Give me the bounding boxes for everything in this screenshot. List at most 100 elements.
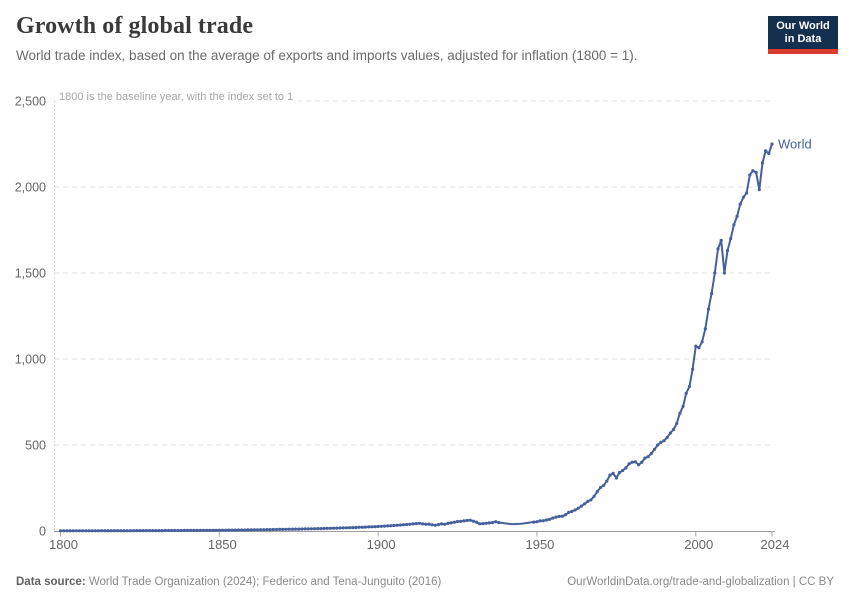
data-point-marker: [262, 528, 266, 532]
data-point-marker: [570, 509, 574, 513]
data-point-marker: [144, 529, 148, 533]
data-point-marker: [78, 529, 82, 533]
data-point-marker: [84, 529, 88, 533]
data-point-marker: [468, 518, 472, 522]
data-point-marker: [135, 529, 139, 533]
data-point-marker: [274, 527, 279, 532]
data-point-marker: [109, 529, 113, 533]
data-point-marker: [405, 522, 409, 527]
data-point-marker: [246, 528, 250, 532]
data-point-marker: [471, 519, 475, 523]
data-point-marker: [770, 142, 774, 146]
data-point-marker: [151, 529, 155, 533]
owid-logo[interactable]: Our World in Data: [768, 16, 838, 54]
data-point-marker: [640, 460, 644, 464]
data-point-marker: [671, 427, 676, 432]
data-point-marker: [278, 527, 282, 532]
data-point-marker: [598, 485, 603, 490]
data-point-marker: [614, 476, 619, 480]
data-point-marker: [303, 527, 307, 531]
data-point-marker: [189, 528, 193, 533]
data-point-marker: [379, 524, 383, 528]
data-point-marker: [116, 529, 120, 533]
data-point-marker: [103, 529, 107, 533]
data-point-marker: [494, 520, 498, 524]
data-point-marker: [459, 519, 463, 524]
data-point-marker: [281, 527, 285, 532]
data-point-marker: [227, 528, 231, 532]
world-series[interactable]: [58, 142, 774, 533]
data-point-marker: [363, 525, 367, 529]
data-point-marker: [230, 528, 234, 532]
data-point-marker: [573, 508, 577, 512]
data-point-marker: [81, 529, 85, 533]
series-end-label: World: [778, 137, 812, 152]
note-mask: [55, 88, 298, 104]
data-point-marker: [417, 521, 421, 525]
data-point-marker: [354, 525, 358, 530]
data-point-marker: [535, 520, 539, 524]
data-point-marker: [192, 528, 196, 533]
data-source-note: Data source: World Trade Organization (2…: [16, 576, 441, 588]
owid-url-link[interactable]: OurWorldinData.org/trade-and-globalizati…: [567, 576, 834, 588]
data-point-marker: [643, 456, 647, 460]
data-point-marker: [751, 169, 755, 173]
data-point-marker: [106, 529, 110, 533]
data-point-marker: [697, 346, 701, 350]
data-point-marker: [74, 529, 78, 533]
data-point-marker: [583, 502, 587, 506]
data-point-marker: [452, 520, 456, 524]
owid-logo-line1: Our World: [776, 19, 830, 32]
data-point-marker: [757, 188, 761, 192]
data-source-label: Data source:: [16, 576, 86, 588]
data-point-marker: [484, 521, 488, 525]
data-point-marker: [684, 391, 688, 395]
data-point-marker: [760, 161, 765, 165]
x-axis-label-2024: 2024: [761, 537, 790, 552]
data-point-marker: [646, 455, 650, 459]
data-point-marker: [157, 529, 161, 533]
data-point-marker: [541, 519, 545, 523]
data-point-marker: [455, 519, 460, 524]
data-point-marker: [287, 527, 291, 531]
data-point-marker: [678, 411, 682, 415]
data-point-marker: [662, 439, 666, 443]
data-point-marker: [557, 514, 561, 519]
data-point-marker: [443, 522, 447, 526]
data-point-marker: [700, 340, 704, 344]
data-point-marker: [446, 521, 450, 526]
data-point-marker: [732, 223, 736, 227]
data-point-marker: [560, 514, 565, 518]
data-point-marker: [220, 528, 225, 532]
data-point-marker: [313, 527, 317, 531]
data-point-marker: [544, 518, 549, 522]
data-point-marker: [563, 513, 568, 517]
page-title: Growth of global trade: [16, 13, 254, 39]
data-point-marker: [436, 523, 441, 527]
data-point-marker: [401, 523, 406, 527]
data-point-marker: [449, 521, 453, 525]
data-point-marker: [198, 528, 202, 533]
data-point-marker: [605, 479, 609, 483]
data-point-marker: [427, 522, 431, 526]
world-line[interactable]: [59, 143, 773, 532]
data-point-marker: [214, 528, 218, 532]
data-point-marker: [233, 528, 237, 532]
data-point-marker: [551, 516, 555, 520]
data-point-marker: [694, 344, 698, 348]
chart-footer: Data source: World Trade Organization (2…: [0, 576, 850, 588]
data-point-marker: [360, 525, 364, 529]
data-point-marker: [71, 529, 75, 533]
data-point-marker: [497, 521, 501, 525]
data-point-marker: [243, 528, 247, 532]
data-point-marker: [173, 528, 177, 533]
data-point-marker: [764, 149, 768, 153]
x-axis-label-1850: 1850: [208, 537, 237, 552]
data-point-marker: [687, 384, 692, 389]
data-point-marker: [316, 527, 320, 531]
data-point-marker: [201, 528, 205, 532]
data-point-marker: [659, 440, 663, 444]
data-point-marker: [195, 528, 199, 533]
data-point-marker: [713, 271, 717, 275]
